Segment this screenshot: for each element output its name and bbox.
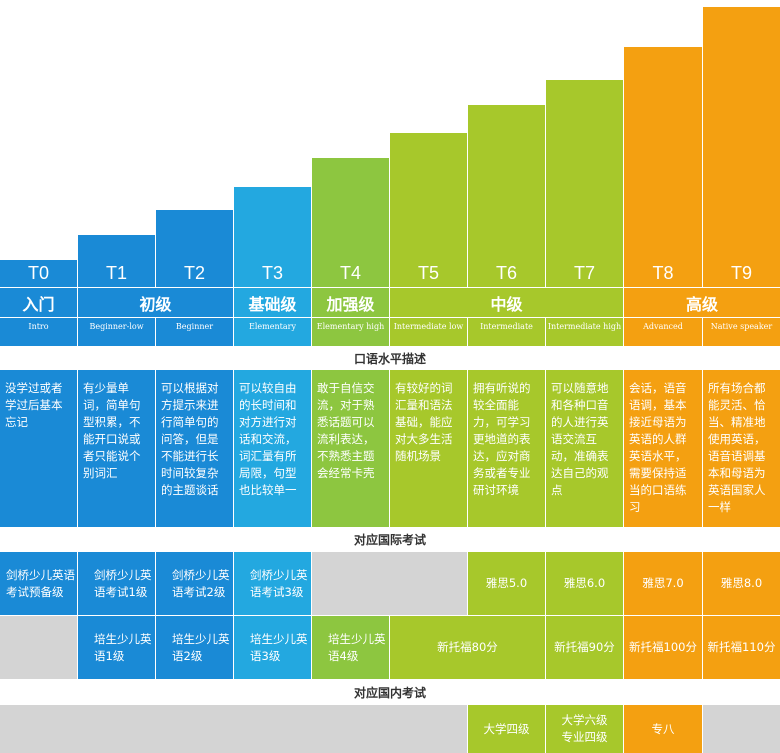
group-label-elementary: 基础级 xyxy=(234,288,311,317)
english-level-t3: Elementary xyxy=(234,318,311,346)
exam-cet-6-tem-4: 大学六级专业四级 xyxy=(546,705,623,753)
english-level-t6: Intermediate xyxy=(468,318,545,346)
exam-cambridge-3: 剑桥少儿英语考试3级 xyxy=(234,552,311,615)
empty-cell xyxy=(0,616,77,679)
section-title-international: 对应国际考试 xyxy=(353,533,426,547)
english-level-t5: Intermediate low xyxy=(390,318,467,346)
description-t2: 可以根据对方提示来进行简单句的问答，但是不能进行长时间较复杂的主题谈话 xyxy=(156,370,233,527)
description-t5: 有较好的词汇量和语法基础，能应对大多生活随机场景 xyxy=(390,370,467,527)
exam-cambridge-2: 剑桥少儿英语考试2级 xyxy=(156,552,233,615)
exam-ielts-5: 雅思5.0 xyxy=(468,552,545,615)
step-bar-t0: T0 xyxy=(0,260,77,287)
english-level-t0: Intro xyxy=(0,318,77,346)
description-t8: 会话，语音语调，基本接近母语为英语的人群英语水平，需要保持适当的口语练习 xyxy=(624,370,702,527)
step-bar-t3: T3 xyxy=(234,187,311,287)
exam-toefl-80: 新托福80分 xyxy=(390,616,545,679)
exam-toefl-100: 新托福100分 xyxy=(624,616,702,679)
english-level-t9: Native speaker xyxy=(703,318,780,346)
exam-ielts-7: 雅思7.0 xyxy=(624,552,702,615)
exam-ielts-6: 雅思6.0 xyxy=(546,552,623,615)
section-title-domestic: 对应国内考试 xyxy=(353,686,426,700)
step-bar-t2: T2 xyxy=(156,210,233,287)
exam-peisheng-3: 培生少儿英语3级 xyxy=(234,616,311,679)
step-bar-t5: T5 xyxy=(390,133,467,287)
step-bar-t9: T9 xyxy=(703,7,780,287)
description-t6: 拥有听说的较全面能力，可学习更地道的表达，应对商务或者专业研讨环境 xyxy=(468,370,545,527)
empty-cell xyxy=(0,705,467,753)
group-label-intro: 入门 xyxy=(0,288,77,317)
group-label-intermediate: 中级 xyxy=(390,288,623,317)
description-t3: 可以较自由的长时间和对方进行对话和交流，词汇量有所局限，句型也比较单一 xyxy=(234,370,311,527)
english-level-t4: Elementary high xyxy=(312,318,389,346)
step-bar-t1: T1 xyxy=(78,235,155,287)
exam-tem-8: 专八 xyxy=(624,705,702,753)
group-label-beginner: 初级 xyxy=(78,288,233,317)
step-bar-t6: T6 xyxy=(468,105,545,287)
english-level-t2: Beginner xyxy=(156,318,233,346)
exam-toefl-110: 新托福110分 xyxy=(703,616,780,679)
description-t0: 没学过或者学过后基本忘记 xyxy=(0,370,77,527)
step-bar-t4: T4 xyxy=(312,158,389,287)
exam-peisheng-2: 培生少儿英语2级 xyxy=(156,616,233,679)
exam-toefl-90: 新托福90分 xyxy=(546,616,623,679)
exam-cambridge-1: 剑桥少儿英语考试1级 xyxy=(78,552,155,615)
description-t7: 可以随意地和各种口音的人进行英语交流互动，准确表达自己的观点 xyxy=(546,370,623,527)
step-bar-t8: T8 xyxy=(624,47,702,287)
description-t1: 有少量单词，简单句型积累，不能开口说或者只能说个别词汇 xyxy=(78,370,155,527)
exam-peisheng-4: 培生少儿英语4级 xyxy=(312,616,389,679)
group-label-advanced: 高级 xyxy=(624,288,780,317)
empty-cell xyxy=(312,552,467,615)
section-title-speaking: 口语水平描述 xyxy=(353,351,426,366)
exam-ielts-8: 雅思8.0 xyxy=(703,552,780,615)
description-t4: 敢于自信交流，对于熟悉话题可以流利表达，不熟悉主题会经常卡壳 xyxy=(312,370,389,527)
group-label-enhanced: 加强级 xyxy=(312,288,389,317)
english-level-t1: Beginner-low xyxy=(78,318,155,346)
exam-cet-4: 大学四级 xyxy=(468,705,545,753)
exam-peisheng-1: 培生少儿英语1级 xyxy=(78,616,155,679)
english-level-t8: Advanced xyxy=(624,318,702,346)
description-t9: 所有场合都能灵活、恰当、精准地使用英语，语音语调基本和母语为英语国家人一样 xyxy=(703,370,780,527)
exam-cambridge-prep: 剑桥少儿英语考试预备级 xyxy=(0,552,77,615)
step-bar-t7: T7 xyxy=(546,80,623,287)
english-level-t7: Intermediate high xyxy=(546,318,623,346)
empty-cell xyxy=(703,705,780,753)
